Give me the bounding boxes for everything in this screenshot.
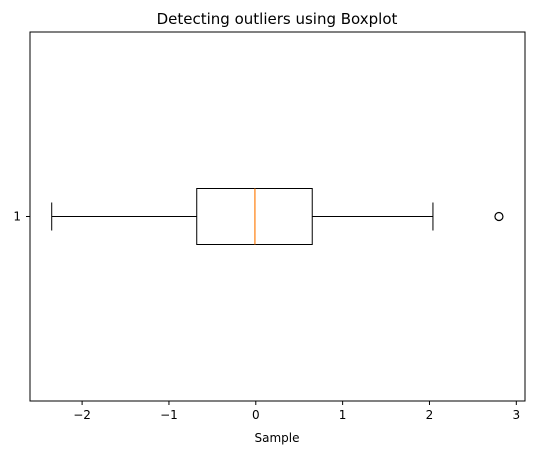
x-tick-label: 0 bbox=[252, 408, 260, 422]
x-axis-label: Sample bbox=[255, 431, 300, 445]
y-axis-ticks: 1 bbox=[13, 210, 30, 224]
x-tick-label: 2 bbox=[426, 408, 434, 422]
outlier-point bbox=[494, 211, 504, 222]
box-group bbox=[51, 188, 504, 245]
x-tick-label: 1 bbox=[339, 408, 347, 422]
x-tick-label: −1 bbox=[160, 408, 178, 422]
x-tick-label: 3 bbox=[512, 408, 520, 422]
x-axis-ticks: −2 −1 0 1 2 3 bbox=[73, 401, 520, 422]
x-tick-label: −2 bbox=[73, 408, 91, 422]
y-tick-label: 1 bbox=[13, 210, 21, 224]
chart-title: Detecting outliers using Boxplot bbox=[157, 10, 398, 28]
boxplot-series bbox=[51, 188, 504, 245]
